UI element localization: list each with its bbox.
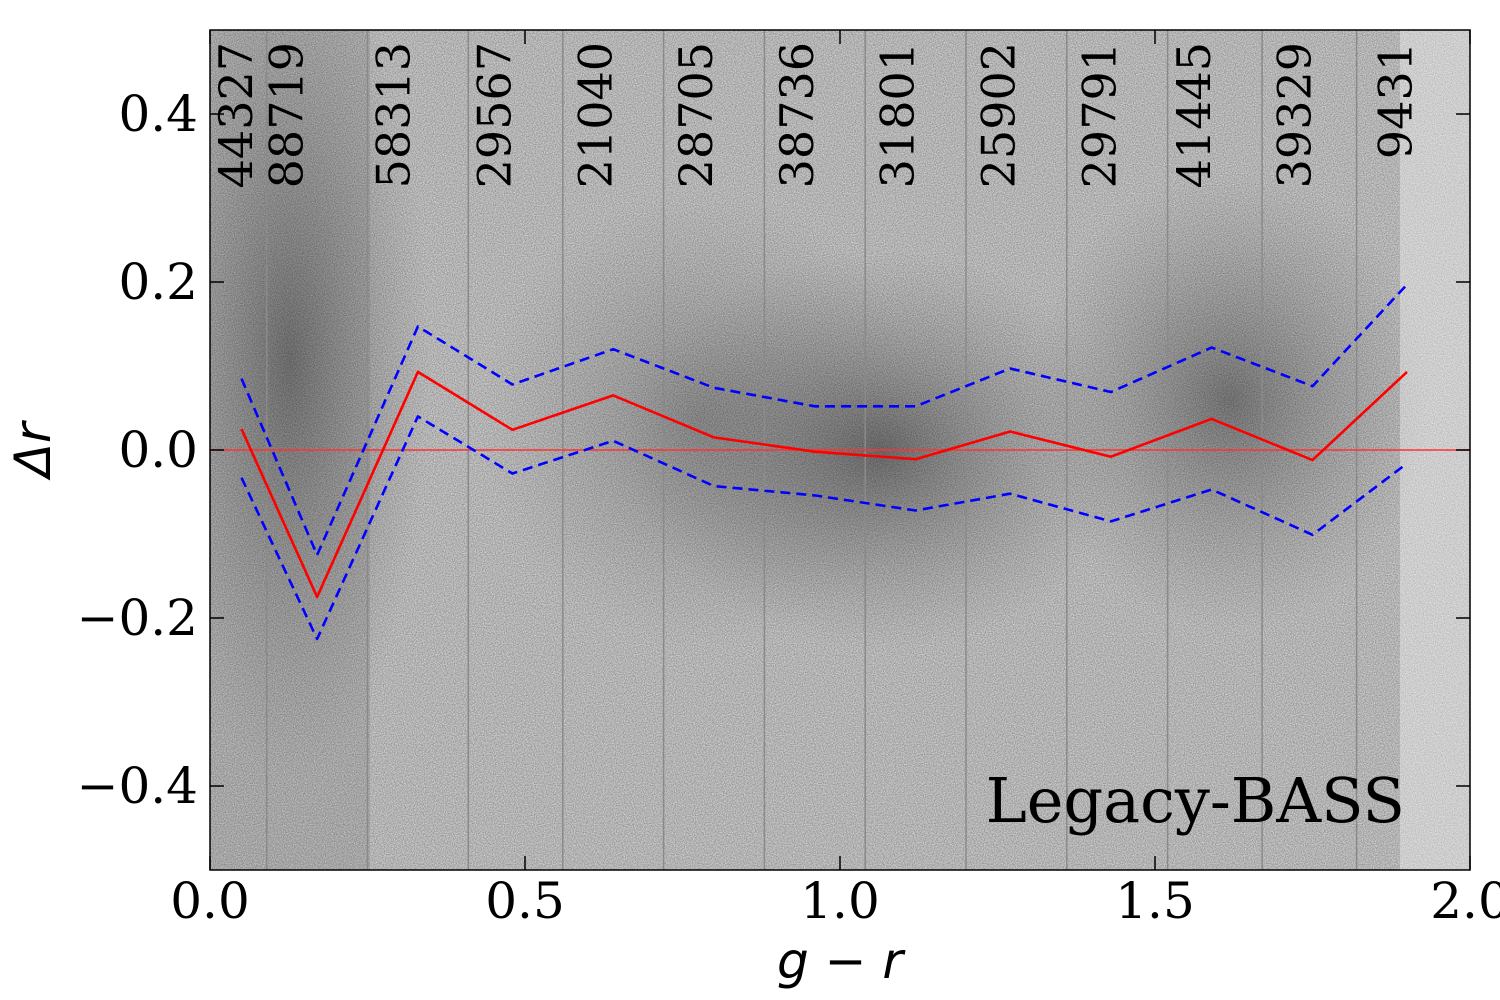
series-group [240,283,1408,641]
bin-count-0: 44327 [209,42,263,188]
y-tick-label-0: −0.4 [77,757,198,815]
bin-count-10: 41445 [1167,42,1221,188]
bin-count-12: 9431 [1368,42,1422,159]
bin-count-7: 31801 [871,42,925,188]
bin-count-6: 38736 [770,42,824,188]
bin-count-1: 88719 [260,42,314,188]
x-tick-label-2: 1.0 [800,872,880,930]
bin-count-11: 39329 [1268,42,1322,188]
y-tick-label-3: 0.2 [118,253,198,311]
survey-annotation: Legacy-BASS [986,764,1405,837]
bin-count-4: 21040 [568,42,622,188]
bin-count-3: 29567 [468,42,522,188]
x-tick-label-0: 0.0 [170,872,250,930]
bin-count-5: 28705 [669,42,723,188]
x-axis-title: g − r [777,932,906,990]
y-axis-ticks: −0.4 −0.2 0.0 0.2 0.4 [77,85,1470,815]
y-tick-label-2: 0.0 [118,421,198,479]
bin-count-9: 29791 [1072,42,1126,188]
y-axis-title: Δr [4,419,62,481]
x-tick-label-4: 2.0 [1430,872,1500,930]
x-axis-ticks: 0.0 0.5 1.0 1.5 2.0 [170,30,1500,930]
y-tick-label-1: −0.2 [77,589,198,647]
x-tick-label-1: 0.5 [485,872,565,930]
bin-count-8: 25902 [972,42,1026,188]
y-tick-label-4: 0.4 [118,85,198,143]
bin-count-2: 58313 [367,42,421,188]
x-tick-label-3: 1.5 [1115,872,1195,930]
